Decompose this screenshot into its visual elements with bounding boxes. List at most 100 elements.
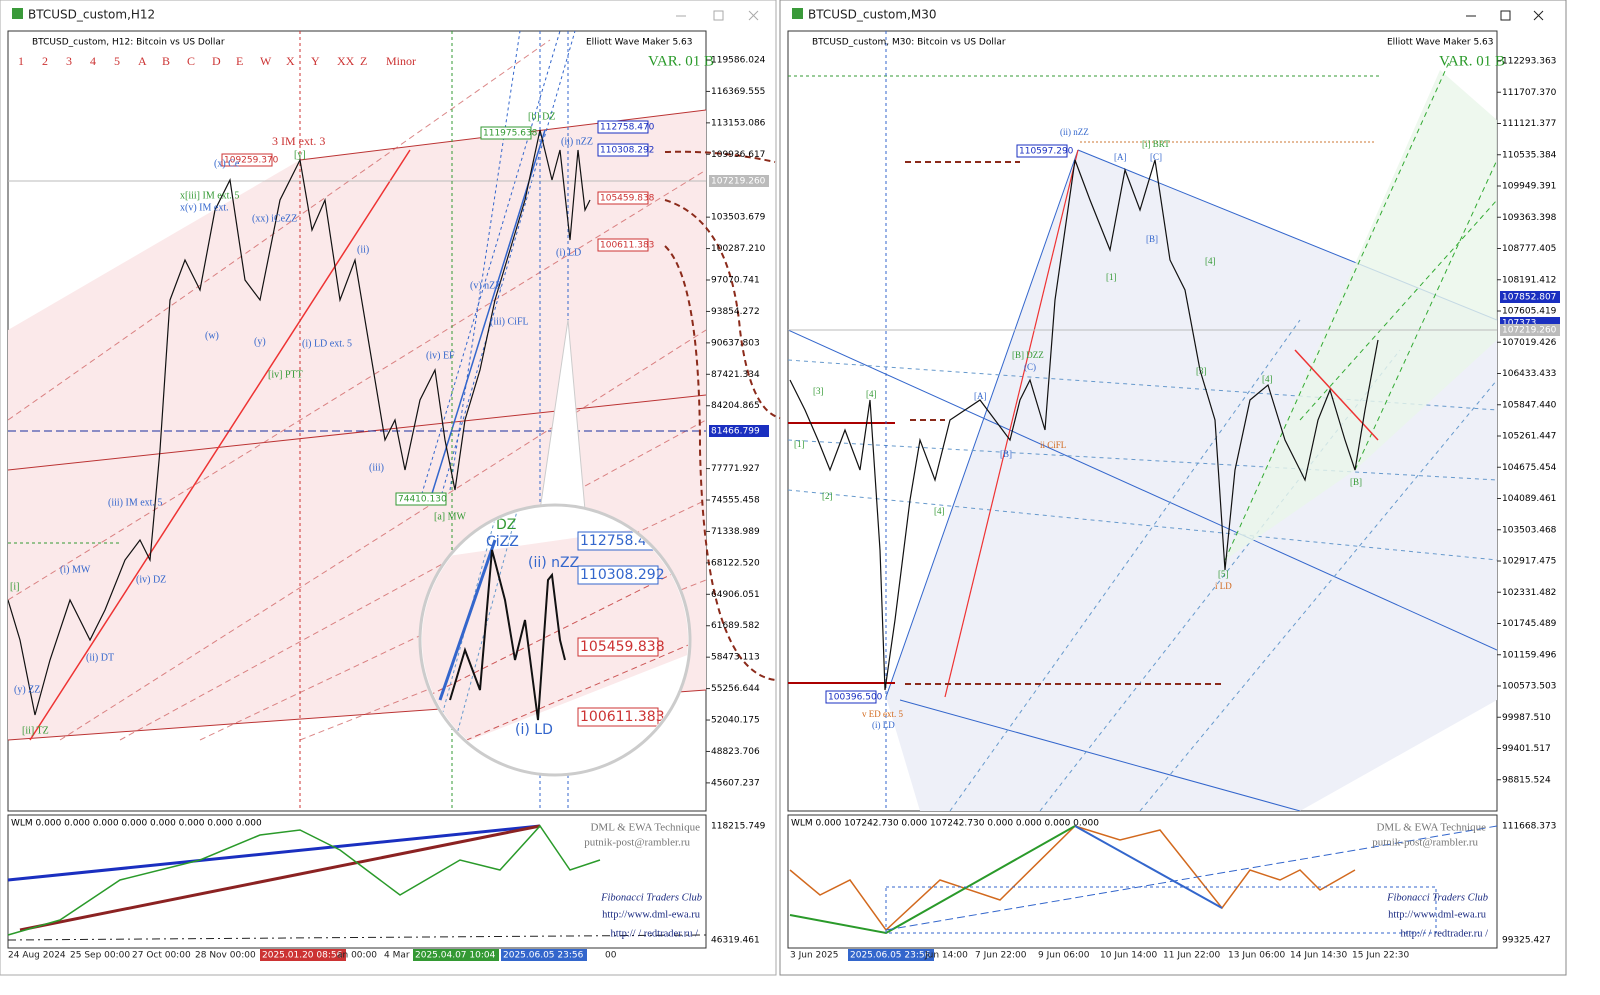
window-buttons[interactable] bbox=[676, 10, 759, 21]
wave-label: x[iii] IM ext. 5 bbox=[180, 190, 239, 201]
indicator-text: DML & EWA Technique bbox=[1376, 822, 1486, 834]
price-axis-label: 103503.468 bbox=[1502, 525, 1557, 535]
zoom-label: CiZZ bbox=[486, 534, 519, 550]
wave-button[interactable]: Minor bbox=[386, 54, 416, 68]
wave-button[interactable]: X bbox=[286, 54, 295, 68]
price-axis-label: 58473.113 bbox=[711, 653, 760, 663]
price-highlight: 107219.260 bbox=[711, 177, 766, 187]
window-buttons[interactable] bbox=[1466, 10, 1544, 21]
wave-label: [y] bbox=[294, 149, 306, 160]
wave-button[interactable]: C bbox=[187, 54, 195, 68]
wave-label: (v) nZZ bbox=[470, 280, 501, 291]
icon bbox=[792, 8, 803, 19]
price-axis-label: 116369.555 bbox=[711, 87, 765, 97]
indicator-text: http://www.dml-ewa.ru bbox=[1388, 909, 1487, 920]
wave-label: (iv) DZ bbox=[136, 574, 166, 585]
time-axis-label: 24 Aug 2024 bbox=[8, 951, 66, 961]
price-highlight-box bbox=[1500, 324, 1560, 336]
wave-button[interactable]: 3 bbox=[66, 54, 72, 68]
wave-button[interactable]: E bbox=[236, 54, 243, 68]
price-tag: 100611.383 bbox=[600, 241, 654, 251]
wave-label: i LD bbox=[1215, 581, 1232, 591]
wave-label: 3 IM ext. 3 bbox=[272, 134, 325, 148]
price-axis-label: 45607.237 bbox=[711, 778, 760, 788]
price-axis-label: 104089.461 bbox=[1502, 494, 1556, 504]
time-axis-label: 14 Jun 14:30 bbox=[1290, 951, 1347, 961]
zoom-label: (i) LD bbox=[515, 722, 553, 738]
wave-button[interactable]: W bbox=[260, 54, 272, 68]
wave-label: [4] bbox=[866, 389, 877, 399]
price-tag-box bbox=[221, 153, 273, 167]
wave-button[interactable]: 4 bbox=[90, 54, 96, 68]
time-highlight-box bbox=[848, 949, 934, 961]
price-axis-label: 48823.706 bbox=[711, 747, 760, 757]
wave-button[interactable]: Z bbox=[360, 54, 367, 68]
wave-button[interactable]: 5 bbox=[114, 54, 120, 68]
price-highlight-box bbox=[709, 175, 769, 187]
wave-button[interactable]: D bbox=[212, 54, 221, 68]
wave-label: ii CiFL bbox=[1040, 440, 1066, 450]
price-axis-label: 119586.024 bbox=[711, 56, 766, 66]
wave-label: [i] bbox=[10, 581, 19, 592]
price-axis-label: 102917.475 bbox=[1502, 557, 1556, 567]
price-highlight: 107219.260 bbox=[1502, 326, 1557, 336]
wave-label: [A] bbox=[974, 391, 987, 401]
indicator-text: DML & EWA Technique bbox=[590, 822, 700, 834]
price-axis-label: 101159.496 bbox=[1502, 650, 1557, 660]
wave-label: [C] bbox=[1150, 152, 1162, 162]
price-axis-label: 74555.458 bbox=[711, 496, 760, 506]
price-axis-label: 93854.272 bbox=[711, 307, 760, 317]
wave-label: x(v) IM ext. bbox=[180, 202, 229, 213]
price-axis-label: 109363.398 bbox=[1502, 213, 1557, 223]
time-axis-label: 9 Jun 06:00 bbox=[1038, 951, 1090, 961]
brand: Elliott Wave Maker 5.63 bbox=[586, 38, 692, 48]
price-highlight: 107373 bbox=[1502, 319, 1536, 329]
price-highlight-box bbox=[709, 425, 769, 437]
wave-label: (ii) nZZ bbox=[561, 136, 593, 147]
wave-label: [A] bbox=[1114, 152, 1127, 162]
time-axis-label: 4 Mar bbox=[384, 951, 410, 961]
price-axis-label: 107019.426 bbox=[1502, 338, 1557, 348]
wave-button[interactable]: B bbox=[162, 54, 170, 68]
zoom-label: DZ bbox=[496, 517, 516, 533]
wave-label: (i) LD bbox=[556, 247, 581, 258]
arrows bbox=[664, 150, 1225, 685]
time-axis-label: 2025.04.07 10:04 bbox=[415, 951, 496, 961]
wave-label: [B] bbox=[1350, 477, 1362, 487]
indicator-frame bbox=[7, 814, 707, 949]
wave-label: (i) LD bbox=[872, 720, 895, 730]
price-tag-box bbox=[597, 143, 649, 157]
wave-label: v ED ext. 5 bbox=[862, 709, 903, 719]
price-highlight-box bbox=[1500, 291, 1560, 303]
wave-button[interactable]: XX bbox=[337, 54, 355, 68]
wave-button[interactable]: A bbox=[138, 54, 147, 68]
time-highlight-box bbox=[260, 949, 346, 961]
indicator-text: Fibonacci Traders Club bbox=[1386, 892, 1488, 903]
price-axis-label: 107605.419 bbox=[1502, 307, 1557, 317]
left-indicator-drawings bbox=[7, 824, 707, 941]
price-axis-label: 113153.086 bbox=[711, 118, 766, 128]
zoom-tag-box bbox=[577, 707, 659, 727]
price-highlight: 107852.807 bbox=[1502, 293, 1556, 303]
wave-label: [1] bbox=[794, 439, 805, 449]
price-tag: 105459.838 bbox=[600, 194, 655, 204]
indicator-text: http:// / redtrader.ru / bbox=[1401, 928, 1489, 939]
wave-button[interactable]: 2 bbox=[42, 54, 48, 68]
price-axis-label: 98815.524 bbox=[1502, 775, 1551, 785]
time-axis-label: 11 Jun 22:00 bbox=[1163, 951, 1220, 961]
price-axis-label: 102331.482 bbox=[1502, 588, 1556, 598]
indicator-header: WLM 0.000 0.000 0.000 0.000 0.000 0.000 … bbox=[11, 819, 262, 829]
price-axis-label: 84204.865 bbox=[711, 401, 760, 411]
wave-label: [b] DZ bbox=[528, 111, 556, 122]
wave-label: [4] bbox=[1205, 256, 1216, 266]
price-axis-label: 109936.617 bbox=[711, 150, 765, 160]
wave-label: (w) bbox=[205, 330, 219, 341]
wave-button[interactable]: Y bbox=[311, 54, 320, 68]
wave-label: [a] MW bbox=[434, 511, 466, 522]
wave-button[interactable]: 1 bbox=[18, 54, 24, 68]
variant: VAR. 01 B bbox=[1439, 53, 1505, 69]
price-tag: 110308.292 bbox=[600, 146, 654, 156]
right-indicator-drawings bbox=[789, 825, 1498, 935]
price-axis-label: 111121.377 bbox=[1502, 119, 1556, 129]
